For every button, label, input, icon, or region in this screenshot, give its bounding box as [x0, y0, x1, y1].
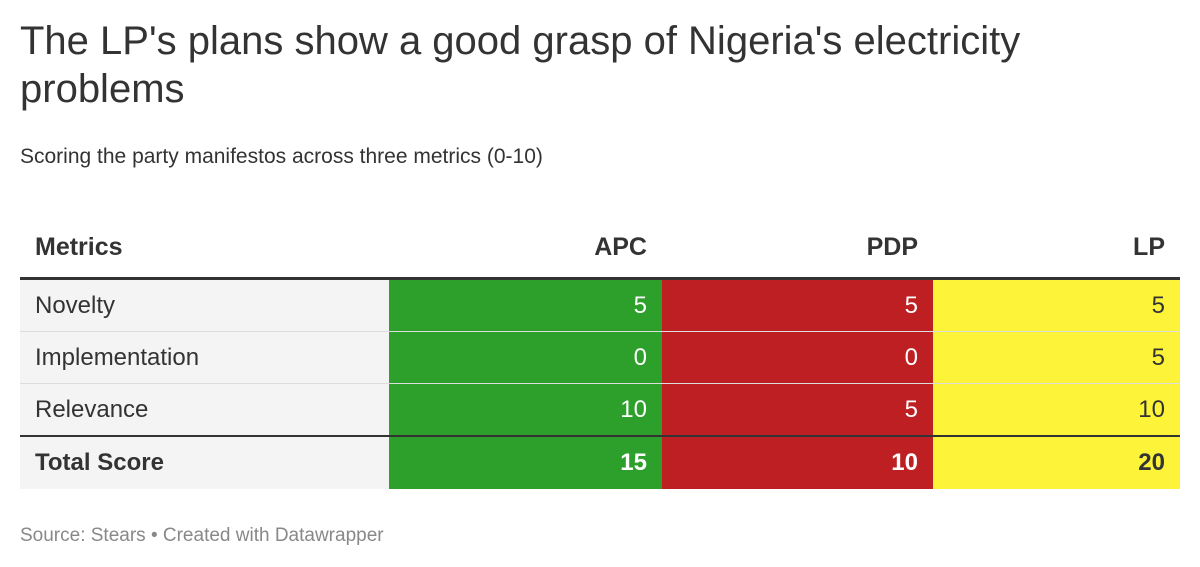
pdp-score-cell: 5 — [662, 383, 933, 437]
chart-title: The LP's plans show a good grasp of Nige… — [20, 19, 1021, 111]
header-metrics: Metrics — [35, 232, 123, 261]
header-row: Metrics APC PDP LP — [20, 217, 1180, 279]
total-label: Total Score — [20, 436, 389, 489]
apc-score-cell: 5 — [389, 278, 662, 332]
lp-score-cell: 5 — [933, 331, 1180, 384]
metric-label: Implementation — [20, 331, 389, 384]
header-pdp: PDP — [866, 232, 918, 261]
pdp-score-cell: 5 — [662, 278, 933, 332]
lp-score-cell: 10 — [933, 383, 1180, 437]
total-row: Total Score 15 10 20 — [20, 436, 1180, 489]
table-row: Implementation 0 0 5 — [20, 331, 1180, 384]
header-apc: APC — [594, 232, 647, 261]
header-lp: LP — [1133, 232, 1165, 261]
pdp-score-cell: 0 — [662, 331, 933, 384]
lp-total-cell: 20 — [933, 436, 1180, 489]
table-row: Novelty 5 5 5 — [20, 278, 1180, 332]
apc-score-cell: 0 — [389, 331, 662, 384]
lp-score-cell: 5 — [933, 278, 1180, 332]
table-row: Relevance 10 5 10 — [20, 383, 1180, 437]
metric-label: Relevance — [20, 383, 389, 437]
apc-score-cell: 10 — [389, 383, 662, 437]
source-footer: Source: Stears • Created with Datawrappe… — [20, 525, 384, 546]
metric-label: Novelty — [20, 278, 389, 332]
score-table: Metrics APC PDP LP Novelty 5 5 5 Impleme… — [20, 217, 1180, 489]
chart-subtitle: Scoring the party manifestos across thre… — [20, 145, 543, 168]
apc-total-cell: 15 — [389, 436, 662, 489]
pdp-total-cell: 10 — [662, 436, 933, 489]
